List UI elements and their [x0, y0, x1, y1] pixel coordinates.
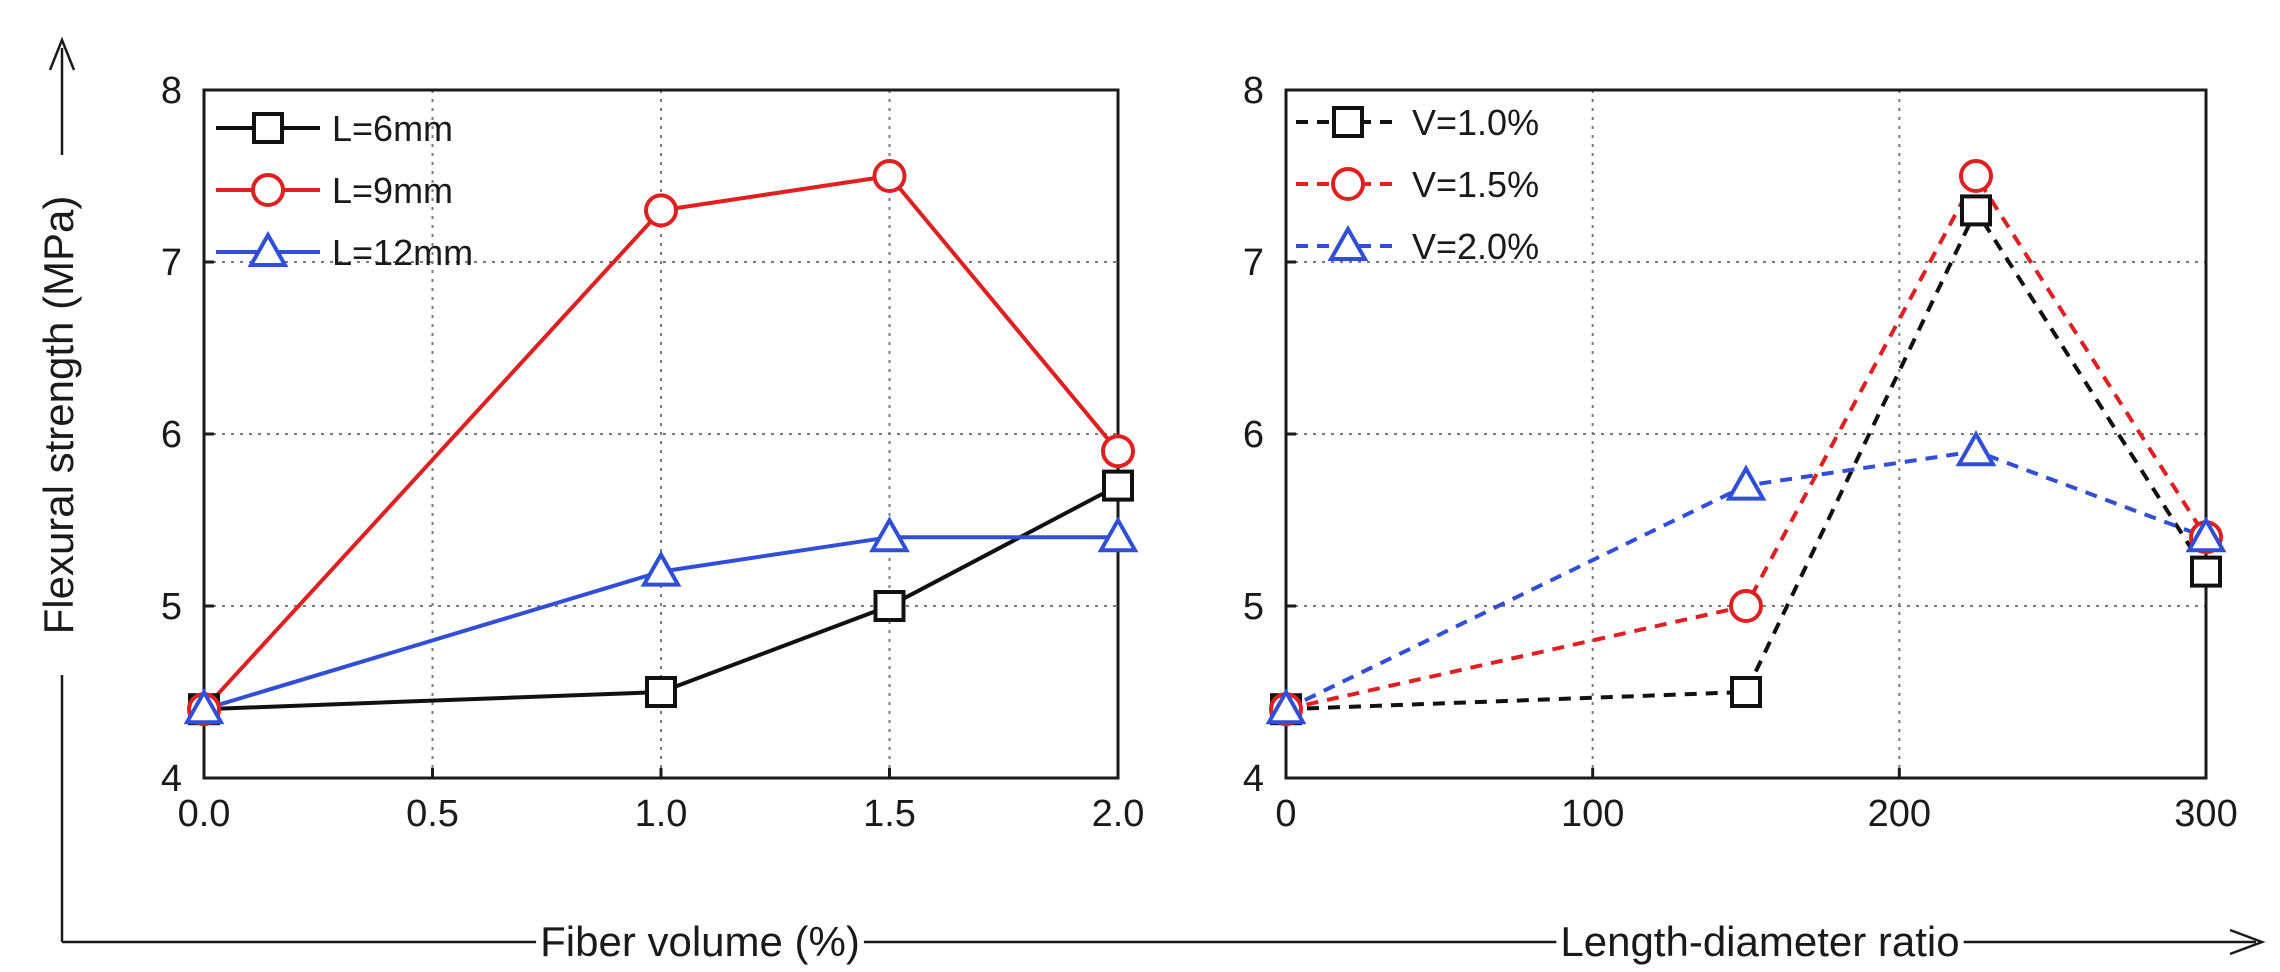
- x-axis-label: Length-diameter ratio: [1560, 918, 1959, 965]
- data-point-marker: [1101, 434, 1135, 469]
- data-point-marker: [1955, 430, 1997, 467]
- legend-marker: [1327, 224, 1369, 261]
- gridlines: [204, 90, 1118, 778]
- series-group: [1265, 159, 2227, 727]
- data-point-marker: [645, 676, 677, 708]
- y-tick-label: 5: [1243, 586, 1264, 628]
- ticks: 0 100 200 300 4 5 6 7 8: [1243, 70, 2238, 835]
- data-point-marker: [644, 193, 678, 228]
- legend-label: V=1.0%: [1412, 102, 1539, 143]
- x-tick-label: 100: [1561, 793, 1624, 835]
- y-tick-label: 8: [1243, 70, 1264, 112]
- x-tick-label: 200: [1868, 793, 1931, 835]
- data-point-marker: [873, 590, 906, 622]
- legend-label: L=6mm: [332, 108, 453, 149]
- x-axis-label: Fiber volume (%): [540, 918, 860, 965]
- y-tick-label: 4: [1243, 758, 1264, 800]
- data-point-marker: [1960, 194, 1992, 227]
- data-point-marker: [183, 688, 225, 725]
- legend-label: V=1.5%: [1412, 164, 1539, 205]
- y-tick-label: 7: [161, 242, 182, 284]
- x-tick-label: 2.0: [1092, 793, 1145, 835]
- data-point-marker: [872, 159, 907, 193]
- shared-y-axis-label: Flexural strength (MPa): [35, 196, 82, 635]
- x-tick-label: 1.0: [635, 793, 688, 835]
- x-tick-label: 0: [1275, 793, 1296, 835]
- chart-panel-fiber-volume: 0.0 0.5 1.0 1.5 2.0 4 5 6 7 8 Fiber volume (%) L=6m…: [161, 70, 1145, 965]
- y-tick-label: 8: [161, 70, 182, 112]
- x-tick-label: 0.0: [178, 793, 231, 835]
- legend-label: L=9mm: [332, 170, 453, 211]
- series-line: [1285, 449, 2207, 711]
- ticks: 0.0 0.5 1.0 1.5 2.0 4 5 6 7 8: [161, 70, 1145, 835]
- legend-marker: [1332, 106, 1364, 138]
- x-tick-label: 1.5: [863, 793, 916, 835]
- data-point-marker: [1730, 676, 1762, 708]
- legend-marker: [1331, 167, 1365, 201]
- data-point-marker: [1959, 159, 1993, 193]
- data-point-marker: [1729, 589, 1763, 623]
- legend: V=1.0% V=1.5% V=2.0%: [1296, 102, 1539, 267]
- data-point-marker: [1265, 688, 1307, 725]
- series-line: [1285, 206, 2208, 712]
- series-line: [203, 483, 1119, 712]
- y-tick-label: 4: [161, 758, 182, 800]
- y-tick-label: 7: [1243, 242, 1264, 284]
- data-point-marker: [2185, 516, 2227, 553]
- shared-ylabel-group: Flexural strength (MPa): [35, 155, 86, 675]
- series-line: [202, 173, 1120, 711]
- legend: L=6mm L=9mm L=12mm: [216, 108, 473, 273]
- series-group: [183, 159, 1139, 727]
- series-line: [1285, 172, 2208, 712]
- y-arrow-head: [48, 36, 76, 71]
- chart-panel-length-diameter: 0 100 200 300 4 5 6 7 8 Length-diameter ratio V=1.…: [1243, 70, 2238, 965]
- legend-label: L=12mm: [332, 232, 473, 273]
- ylabel-bg: [38, 155, 86, 675]
- x-axis-label-bg: [536, 918, 864, 965]
- y-tick-label: 5: [161, 586, 182, 628]
- legend-marker: [251, 173, 285, 207]
- data-point-marker: [2190, 555, 2222, 588]
- data-point-marker: [1725, 464, 1767, 501]
- legend-marker: [247, 230, 289, 267]
- x-tick-label: 300: [2174, 793, 2237, 835]
- legend-label: V=2.0%: [1412, 226, 1539, 267]
- x-arrow-head: [2229, 928, 2266, 956]
- data-point-marker: [869, 516, 910, 553]
- legend-marker: [252, 112, 284, 144]
- series-line: [203, 535, 1118, 712]
- x-axis-label-bg: [1556, 918, 1964, 965]
- y-tick-label: 6: [161, 414, 182, 456]
- data-point-marker: [640, 550, 682, 587]
- y-tick-label: 6: [1243, 414, 1264, 456]
- data-point-marker: [1102, 469, 1134, 502]
- data-point-marker: [1097, 516, 1139, 553]
- x-tick-label: 0.5: [406, 793, 459, 835]
